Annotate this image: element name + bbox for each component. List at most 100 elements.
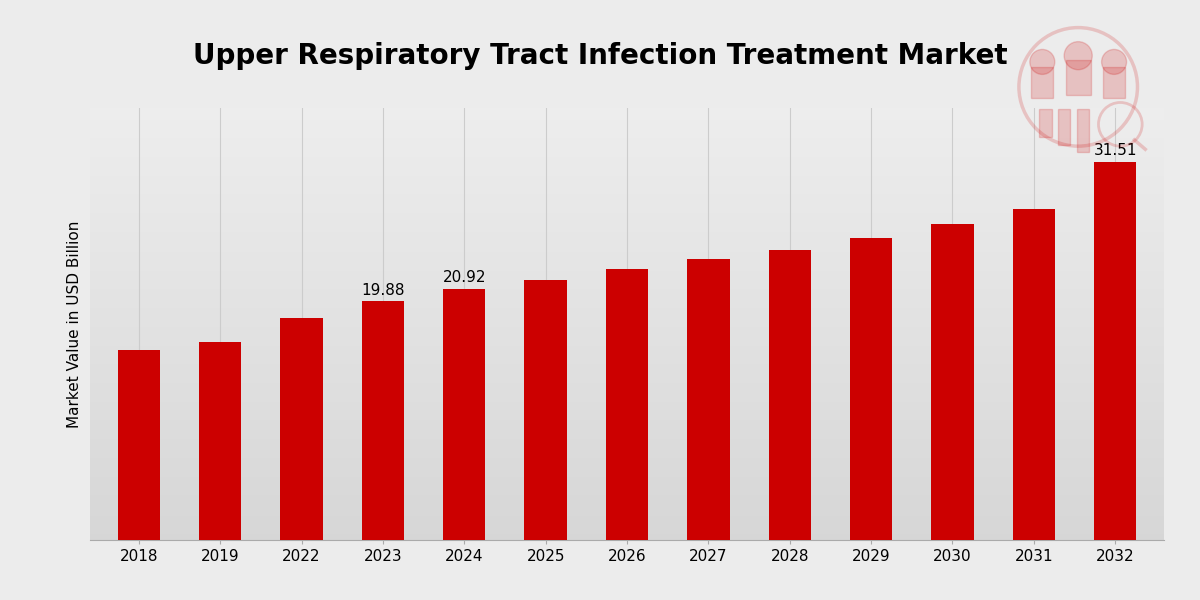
- Bar: [90, 191, 1164, 193]
- Bar: [90, 236, 1164, 238]
- Bar: [90, 462, 1164, 464]
- Bar: [90, 442, 1164, 443]
- Bar: [90, 202, 1164, 203]
- Bar: [524, 280, 566, 540]
- Bar: [90, 313, 1164, 314]
- Bar: [90, 269, 1164, 271]
- Bar: [1058, 109, 1070, 145]
- Bar: [606, 269, 648, 540]
- Bar: [90, 164, 1164, 166]
- Bar: [90, 181, 1164, 183]
- Bar: [90, 266, 1164, 268]
- Bar: [90, 216, 1164, 217]
- Bar: [90, 352, 1164, 353]
- Bar: [90, 443, 1164, 445]
- Bar: [90, 133, 1164, 134]
- Bar: [90, 163, 1164, 164]
- Bar: [90, 134, 1164, 136]
- Bar: [90, 235, 1164, 236]
- Bar: [90, 474, 1164, 475]
- Bar: [90, 429, 1164, 431]
- Bar: [90, 518, 1164, 520]
- Bar: [90, 260, 1164, 262]
- Bar: [90, 432, 1164, 433]
- Bar: [90, 227, 1164, 229]
- Bar: [90, 467, 1164, 468]
- Bar: [90, 173, 1164, 174]
- Bar: [90, 393, 1164, 395]
- Bar: [90, 229, 1164, 230]
- Bar: [90, 335, 1164, 337]
- Bar: [90, 360, 1164, 361]
- Bar: [90, 479, 1164, 481]
- Bar: [90, 403, 1164, 404]
- Bar: [90, 209, 1164, 210]
- Bar: [90, 241, 1164, 242]
- Bar: [90, 413, 1164, 415]
- Bar: [1094, 162, 1136, 540]
- Bar: [90, 361, 1164, 363]
- Bar: [90, 491, 1164, 493]
- Bar: [90, 176, 1164, 177]
- Bar: [90, 215, 1164, 216]
- Text: 20.92: 20.92: [443, 271, 486, 286]
- Bar: [1013, 209, 1055, 540]
- Bar: [90, 507, 1164, 508]
- Bar: [90, 524, 1164, 526]
- Bar: [90, 200, 1164, 202]
- Bar: [90, 281, 1164, 282]
- Bar: [90, 367, 1164, 368]
- Bar: [90, 213, 1164, 215]
- Bar: [1039, 109, 1051, 137]
- Bar: [90, 278, 1164, 280]
- Bar: [90, 424, 1164, 425]
- Bar: [90, 137, 1164, 138]
- Bar: [90, 112, 1164, 114]
- Bar: [90, 440, 1164, 442]
- Bar: [90, 317, 1164, 318]
- Bar: [90, 508, 1164, 510]
- Bar: [90, 265, 1164, 266]
- Bar: [199, 342, 241, 540]
- Bar: [90, 203, 1164, 205]
- Bar: [90, 347, 1164, 349]
- Bar: [90, 350, 1164, 352]
- Bar: [90, 144, 1164, 145]
- Bar: [90, 268, 1164, 269]
- Bar: [90, 346, 1164, 347]
- Bar: [90, 108, 1164, 109]
- Bar: [90, 397, 1164, 399]
- Bar: [90, 370, 1164, 371]
- Bar: [90, 239, 1164, 241]
- Bar: [90, 128, 1164, 130]
- Bar: [90, 246, 1164, 248]
- Bar: [90, 377, 1164, 379]
- Bar: [90, 476, 1164, 478]
- Bar: [90, 422, 1164, 424]
- Bar: [90, 252, 1164, 253]
- Bar: [90, 451, 1164, 452]
- Bar: [90, 206, 1164, 208]
- Bar: [90, 307, 1164, 308]
- Bar: [90, 116, 1164, 118]
- Bar: [90, 400, 1164, 402]
- Bar: [90, 412, 1164, 413]
- Bar: [90, 232, 1164, 233]
- Bar: [1076, 109, 1090, 152]
- Bar: [90, 452, 1164, 454]
- Bar: [90, 421, 1164, 422]
- Bar: [90, 510, 1164, 511]
- Circle shape: [1102, 49, 1127, 74]
- Bar: [90, 366, 1164, 367]
- Bar: [90, 167, 1164, 169]
- Bar: [768, 250, 811, 540]
- Bar: [281, 318, 323, 540]
- Bar: [90, 392, 1164, 393]
- Bar: [90, 118, 1164, 119]
- Bar: [90, 460, 1164, 461]
- Bar: [90, 533, 1164, 534]
- Bar: [90, 111, 1164, 112]
- Bar: [90, 248, 1164, 249]
- Bar: [90, 251, 1164, 252]
- Bar: [90, 272, 1164, 274]
